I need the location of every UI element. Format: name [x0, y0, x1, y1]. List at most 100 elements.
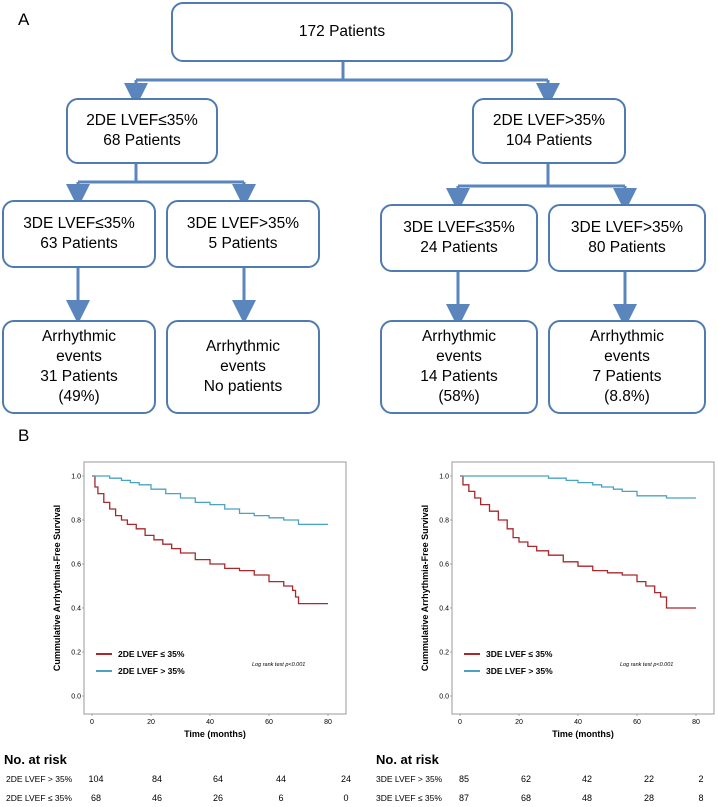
ev1-line3: 31 Patients	[40, 368, 118, 385]
box-2de-high-line2: 104 Patients	[505, 132, 593, 149]
km-chart-right: Cummulative Arrhythmia-Free Survival 0.0 0…	[420, 461, 715, 739]
legend-label-0: 3DE LVEF ≤ 35%	[486, 649, 553, 659]
ev3-line2: events	[436, 348, 482, 365]
risk-value: 87	[458, 793, 469, 803]
x-axis-label: Time (months)	[552, 729, 614, 739]
ev3-line4: (58%)	[438, 388, 480, 405]
series-line-0	[460, 475, 696, 609]
flowchart-connectors	[66, 62, 637, 328]
x-tick-label: 0	[90, 719, 94, 726]
risk-row-label-right-0: 3DE LVEF > 35%	[376, 774, 443, 784]
risk-value: 85	[458, 774, 469, 784]
risk-value: 22	[643, 774, 654, 784]
x-tick-label: 80	[692, 719, 700, 726]
risk-value: 64	[212, 774, 223, 784]
box-2de-high: 2DE LVEF>35% 104 Patients	[472, 98, 626, 164]
box-events-2: Arrhythmic events No patients	[166, 320, 320, 414]
x-tick-label: 20	[147, 719, 155, 726]
risk-value: 28	[643, 793, 654, 803]
plot-frame	[83, 461, 347, 715]
x-tick-label: 80	[324, 719, 332, 726]
y-tick-label: 0.4	[439, 606, 449, 613]
y-tick-label: 1.0	[71, 474, 81, 481]
box-2de-low-line1: 2DE LVEF≤35%	[86, 112, 198, 129]
box-r-3de-low-line1: 3DE LVEF≤35%	[403, 219, 515, 236]
risk-row-label-left-1: 2DE LVEF ≤ 35%	[6, 793, 72, 803]
ev3-line1: Arrhythmic	[421, 328, 497, 345]
box-r-3de-low-line2: 24 Patients	[420, 239, 498, 256]
y-tick-label: 0.0	[71, 694, 81, 701]
panel-b-label: B	[18, 426, 30, 445]
y-tick-label: 0.6	[71, 562, 81, 569]
risk-value: 44	[275, 774, 286, 784]
risk-value: 46	[151, 793, 162, 803]
ev4-line4: (8.8%)	[604, 388, 650, 405]
series-line-1	[460, 475, 696, 499]
legend-label-1: 3DE LVEF > 35%	[486, 666, 553, 676]
box-events-3: Arrhythmic events 14 Patients (58%)	[380, 320, 538, 414]
risk-value: 62	[520, 774, 531, 784]
risk-row-label-right-1: 3DE LVEF ≤ 35%	[376, 793, 442, 803]
x-tick-label: 60	[265, 719, 273, 726]
ev3-line3: 14 Patients	[420, 368, 498, 385]
legend-label-1: 2DE LVEF > 35%	[118, 666, 185, 676]
risk-value: 68	[520, 793, 531, 803]
x-tick-label: 40	[206, 719, 214, 726]
box-r-3de-high-line1: 3DE LVEF>35%	[570, 219, 684, 236]
risk-value: 6	[278, 793, 284, 803]
y-tick-label: 0.2	[71, 650, 81, 657]
ev1-line2: events	[56, 348, 102, 365]
risk-value: 8	[698, 793, 704, 803]
y-tick-label: 0.8	[71, 518, 81, 525]
ev4-line3: 7 Patients	[592, 368, 662, 385]
risk-row-label-left-0: 2DE LVEF > 35%	[6, 774, 73, 784]
km-chart-left: Cummulative Arrhythmia-Free Survival 0.0 0…	[52, 461, 347, 739]
risk-title-left: No. at risk	[4, 752, 67, 767]
box-l-3de-low-line1: 3DE LVEF≤35%	[23, 215, 135, 232]
y-axis-label: Cummulative Arrhythmia-Free Survival	[420, 505, 430, 671]
annotation-text: Log rank test p<0.001	[252, 662, 305, 668]
x-tick-label: 60	[633, 719, 641, 726]
ev4-line1: Arrhythmic	[589, 328, 665, 345]
box-2de-low: 2DE LVEF≤35% 68 Patients	[66, 98, 218, 164]
risk-value: 0	[343, 793, 349, 803]
series-line-0	[92, 475, 328, 605]
risk-value: 84	[151, 774, 162, 784]
risk-value: 26	[212, 793, 223, 803]
box-r-3de-high: 3DE LVEF>35% 80 Patients	[548, 204, 706, 272]
box-events-4: Arrhythmic events 7 Patients (8.8%)	[548, 320, 706, 414]
risk-title-right: No. at risk	[376, 752, 439, 767]
y-axis-label: Cummulative Arrhythmia-Free Survival	[52, 505, 62, 671]
risk-value: 24	[340, 774, 351, 784]
box-2de-high-line1: 2DE LVEF>35%	[492, 112, 606, 129]
y-tick-label: 1.0	[439, 474, 449, 481]
risk-value: 42	[581, 774, 592, 784]
risk-value: 2	[698, 774, 704, 784]
y-tick-label: 0.6	[439, 562, 449, 569]
box-l-3de-low-line2: 63 Patients	[40, 235, 118, 252]
ev1-line1: Arrhythmic	[41, 328, 117, 345]
legend-label-0: 2DE LVEF ≤ 35%	[118, 649, 185, 659]
box-2de-low-line2: 68 Patients	[103, 132, 181, 149]
x-tick-label: 40	[574, 719, 582, 726]
x-tick-label: 0	[458, 719, 462, 726]
ev2-line3: No patients	[203, 378, 283, 395]
ev2-line2: events	[220, 358, 266, 375]
plot-frame	[451, 461, 715, 715]
x-tick-label: 20	[515, 719, 523, 726]
box-l-3de-high-line1: 3DE LVEF>35%	[186, 215, 300, 232]
ev2-line1: Arrhythmic	[205, 338, 281, 355]
box-events-1: Arrhythmic events 31 Patients (49%)	[2, 320, 156, 414]
panel-a-label: A	[18, 10, 30, 29]
box-r-3de-low: 3DE LVEF≤35% 24 Patients	[380, 204, 538, 272]
box-l-3de-low: 3DE LVEF≤35% 63 Patients	[2, 200, 156, 268]
y-tick-label: 0.4	[71, 606, 81, 613]
risk-value: 104	[88, 774, 104, 784]
y-tick-label: 0.2	[439, 650, 449, 657]
risk-value: 48	[581, 793, 592, 803]
box-l-3de-high-line2: 5 Patients	[208, 235, 278, 252]
root-text: 172 Patients	[298, 23, 386, 40]
y-tick-label: 0.0	[439, 694, 449, 701]
box-r-3de-high-line2: 80 Patients	[588, 239, 666, 256]
root-box: 172 Patients	[171, 2, 513, 62]
